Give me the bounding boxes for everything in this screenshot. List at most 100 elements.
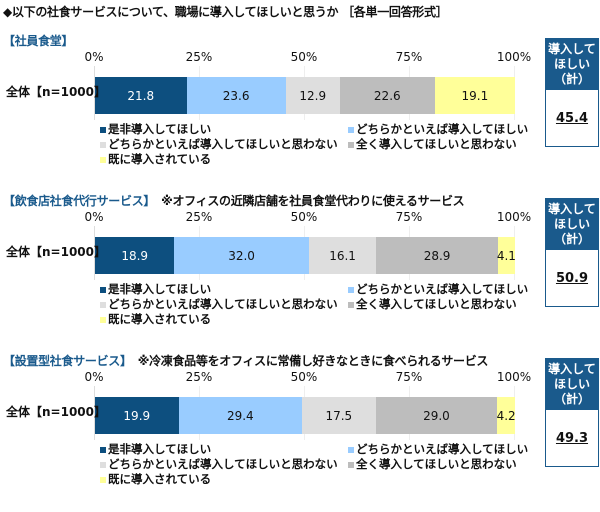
legend-label: 是非導入してほしい	[108, 442, 212, 456]
row-label: 全体【n=1000】	[6, 85, 106, 99]
legend-swatch-icon	[348, 141, 354, 148]
legend-swatch-icon	[100, 156, 106, 163]
bar-segment: 12.9	[285, 77, 340, 114]
total-value: 49.3	[555, 430, 589, 446]
legend-swatch-icon	[348, 286, 354, 293]
legend-swatch-icon	[348, 126, 354, 133]
x-axis: 0% 25% 50% 75% 100%	[84, 210, 532, 224]
plot-area: 21.8 23.6 12.9 22.6 19.1	[94, 66, 515, 120]
legend-swatch-icon	[348, 301, 354, 308]
legend-swatch-icon	[100, 316, 106, 323]
legend-label: どちらかといえば導入してほしいと思わない	[108, 297, 338, 311]
legend-label: 既に導入されている	[108, 312, 212, 326]
total-box-header: 導入して ほしい （計）	[546, 359, 598, 410]
legend-swatch-icon	[100, 141, 106, 148]
bar-segment: 28.9	[376, 237, 498, 274]
legend-item: 既に導入されている	[100, 312, 211, 327]
legend-swatch-icon	[348, 446, 354, 453]
bar-segment: 4.2	[497, 397, 516, 434]
total-value: 50.9	[555, 270, 589, 286]
chart-section: 【設置型社食サービス】 ※冷凍食品等をオフィスに常備し好きなときに食べられるサービ…	[0, 352, 600, 512]
legend-item: 全く導入してほしいと思わない	[348, 457, 517, 472]
legend-swatch-icon	[100, 126, 106, 133]
section-heading: 【社員食堂】	[3, 32, 79, 49]
bar-segment: 18.9	[95, 237, 175, 274]
axis-tick: 25%	[185, 50, 213, 64]
x-axis: 0% 25% 50% 75% 100%	[84, 370, 532, 384]
axis-tick: 50%	[290, 210, 318, 224]
legend-item: どちらかといえば導入してほしいと思わない	[100, 297, 338, 312]
axis-tick: 50%	[290, 370, 318, 384]
legend-item: どちらかといえば導入してほしいと思わない	[100, 457, 338, 472]
legend-item: どちらかといえば導入してほしい	[348, 442, 528, 457]
axis-tick: 100%	[496, 50, 532, 64]
legend-swatch-icon	[100, 446, 106, 453]
plot-area: 18.9 32.0 16.1 28.9 4.1	[94, 226, 516, 280]
chart-section: 【社員食堂】 0% 25% 50% 75% 100% 21.8 23.6 12.9 22.6 1…	[0, 32, 600, 192]
bar-segment: 23.6	[186, 77, 286, 114]
bar-segment: 29.4	[178, 397, 303, 434]
total-box: 導入して ほしい （計） 45.4	[545, 38, 599, 147]
legend-item: どちらかといえば導入してほしい	[348, 122, 528, 137]
section-note: ※冷凍食品等をオフィスに常備し好きなときに食べられるサービス	[137, 354, 489, 368]
bar-segment: 32.0	[174, 237, 309, 274]
bar-segment: 29.0	[375, 397, 498, 434]
legend-label: 全く導入してほしいと思わない	[356, 137, 517, 151]
chart-section: 【飲食店社食代行サービス】 ※オフィスの近隣店舗を社員食堂代わりに使えるサービス …	[0, 192, 600, 352]
stacked-bar: 18.9 32.0 16.1 28.9 4.1	[95, 237, 516, 274]
bar-segment: 16.1	[308, 237, 377, 274]
legend-swatch-icon	[100, 286, 106, 293]
total-box: 導入して ほしい （計） 49.3	[545, 358, 599, 467]
section-name: 【設置型社食サービス】	[3, 354, 132, 368]
legend-swatch-icon	[100, 461, 106, 468]
bar-segment: 4.1	[497, 237, 516, 274]
legend-swatch-icon	[100, 301, 106, 308]
total-box-header: 導入して ほしい （計）	[546, 39, 598, 90]
section-heading: 【設置型社食サービス】 ※冷凍食品等をオフィスに常備し好きなときに食べられるサービ…	[3, 352, 488, 369]
row-label: 全体【n=1000】	[6, 245, 106, 259]
axis-tick: 0%	[84, 370, 104, 384]
legend-item: 既に導入されている	[100, 472, 211, 487]
legend-item: 既に導入されている	[100, 152, 211, 167]
legend-label: 是非導入してほしい	[108, 122, 212, 136]
bar-segment: 19.9	[95, 397, 179, 434]
bar-segment: 21.8	[95, 77, 187, 114]
legend-item: どちらかといえば導入してほしいと思わない	[100, 137, 338, 152]
bar-segment: 19.1	[434, 77, 515, 114]
chart-title: ◆以下の社食サービスについて、職場に導入してほしいと思うか ［各単一回答形式］	[3, 5, 448, 19]
section-note: ※オフィスの近隣店舗を社員食堂代わりに使えるサービス	[161, 194, 465, 208]
axis-tick: 75%	[395, 370, 423, 384]
axis-tick: 25%	[185, 370, 213, 384]
legend-label: どちらかといえば導入してほしいと思わない	[108, 137, 338, 151]
legend-label: どちらかといえば導入してほしいと思わない	[108, 457, 338, 471]
legend-swatch-icon	[348, 461, 354, 468]
total-value: 45.4	[555, 110, 589, 126]
axis-tick: 0%	[84, 50, 104, 64]
legend-item: 是非導入してほしい	[100, 122, 211, 137]
legend-label: 是非導入してほしい	[108, 282, 212, 296]
legend-label: どちらかといえば導入してほしい	[356, 442, 529, 456]
legend-item: 是非導入してほしい	[100, 442, 211, 457]
plot-area: 19.9 29.4 17.5 29.0 4.2	[94, 386, 516, 440]
axis-tick: 75%	[395, 210, 423, 224]
total-box: 導入して ほしい （計） 50.9	[545, 198, 599, 307]
stacked-bar: 19.9 29.4 17.5 29.0 4.2	[95, 397, 516, 434]
axis-tick: 75%	[395, 50, 423, 64]
legend-label: 全く導入してほしいと思わない	[356, 297, 517, 311]
legend-label: どちらかといえば導入してほしい	[356, 282, 529, 296]
legend-item: どちらかといえば導入してほしい	[348, 282, 528, 297]
axis-tick: 25%	[185, 210, 213, 224]
axis-tick: 100%	[496, 210, 532, 224]
axis-tick: 100%	[496, 370, 532, 384]
stacked-bar: 21.8 23.6 12.9 22.6 19.1	[95, 77, 515, 114]
total-box-header: 導入して ほしい （計）	[546, 199, 598, 250]
legend-item: 全く導入してほしいと思わない	[348, 297, 517, 312]
legend-label: 既に導入されている	[108, 472, 212, 486]
section-name: 【社員食堂】	[3, 34, 74, 48]
axis-tick: 0%	[84, 210, 104, 224]
legend-item: 是非導入してほしい	[100, 282, 211, 297]
legend-label: 既に導入されている	[108, 152, 212, 166]
legend-item: 全く導入してほしいと思わない	[348, 137, 517, 152]
axis-tick: 50%	[290, 50, 318, 64]
x-axis: 0% 25% 50% 75% 100%	[84, 50, 532, 64]
